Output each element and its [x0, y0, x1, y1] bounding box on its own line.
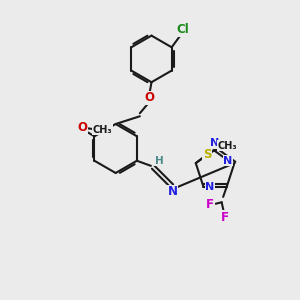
Text: Cl: Cl — [176, 23, 189, 37]
Text: CH₃: CH₃ — [218, 141, 237, 151]
Text: N: N — [205, 182, 214, 192]
Text: H: H — [155, 156, 164, 166]
Text: O: O — [77, 121, 87, 134]
Text: N: N — [223, 156, 232, 166]
Text: F: F — [206, 198, 214, 211]
Text: O: O — [144, 91, 154, 104]
Text: CH₃: CH₃ — [93, 125, 112, 135]
Text: F: F — [221, 211, 229, 224]
Text: N: N — [167, 185, 177, 198]
Text: N: N — [210, 138, 219, 148]
Text: S: S — [203, 148, 212, 161]
